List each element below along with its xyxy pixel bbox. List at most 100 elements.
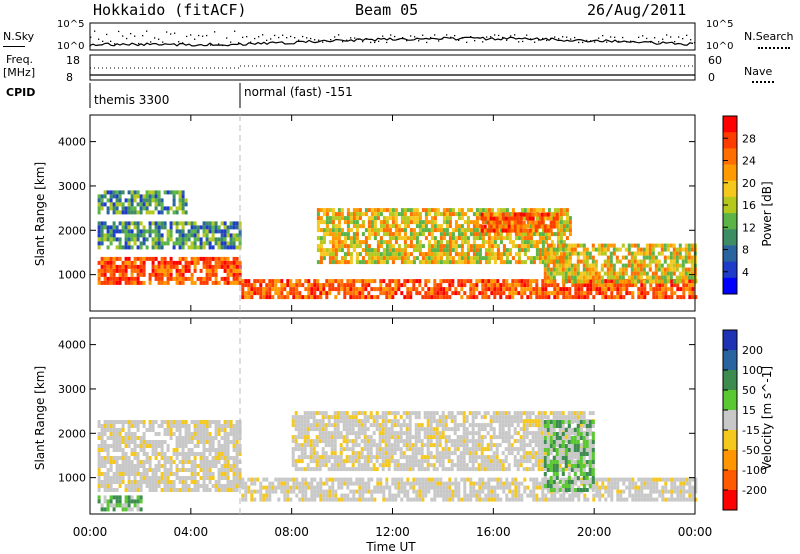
echo-cell <box>280 481 284 486</box>
echo-cell <box>226 448 230 452</box>
echo-cell <box>403 256 407 261</box>
echo-cell <box>469 295 473 300</box>
echo-cell <box>648 263 652 268</box>
echo-cell <box>376 228 380 233</box>
echo-cell <box>226 420 230 424</box>
echo-cell <box>676 493 680 498</box>
y-tick-label: 4000 <box>58 136 86 149</box>
echo-cell <box>457 216 461 221</box>
echo-cell <box>448 260 452 265</box>
echo-cell <box>205 221 209 226</box>
echo-cell <box>409 252 413 257</box>
echo-cell <box>402 455 406 460</box>
echo-cell <box>142 237 146 242</box>
echo-cell <box>190 256 194 261</box>
echo-cell <box>462 459 466 464</box>
echo-cell <box>367 236 371 241</box>
echo-cell <box>409 497 413 502</box>
echo-cell <box>121 464 125 468</box>
echo-cell <box>610 489 614 494</box>
echo-cell <box>349 212 353 217</box>
echo-cell <box>342 411 346 416</box>
echo-cell <box>558 259 562 264</box>
echo-cell <box>199 460 203 464</box>
echo-cell <box>430 236 434 241</box>
echo-cell <box>430 224 434 229</box>
echo-cell <box>157 233 161 238</box>
echo-cell <box>354 411 358 416</box>
echo-cell <box>517 256 521 261</box>
echo-cell <box>297 447 301 452</box>
echo-cell <box>97 464 101 468</box>
echo-cell <box>462 427 466 432</box>
echo-cell <box>372 439 376 444</box>
echo-cell <box>103 440 107 444</box>
echo-cell <box>481 485 485 490</box>
echo-cell <box>373 260 377 265</box>
echo-cell <box>259 485 263 490</box>
echo-cell <box>424 260 428 265</box>
echo-cell <box>103 268 107 273</box>
nsearch-point <box>222 44 224 47</box>
nsearch-point <box>614 36 616 38</box>
echo-cell <box>139 507 143 512</box>
echo-cell <box>541 477 545 482</box>
echo-cell <box>280 279 284 284</box>
echo-cell <box>336 459 340 464</box>
echo-cell <box>319 497 323 502</box>
echo-cell <box>106 448 110 452</box>
echo-cell <box>514 244 518 249</box>
echo-cell <box>163 272 167 277</box>
echo-cell <box>313 291 317 296</box>
echo-cell <box>639 259 643 264</box>
echo-cell <box>331 248 335 253</box>
echo-cell <box>166 233 170 238</box>
echo-cell <box>396 459 400 464</box>
echo-cell <box>318 431 322 436</box>
echo-cell <box>103 260 107 265</box>
echo-cell <box>163 428 167 432</box>
echo-cell <box>429 431 433 436</box>
echo-cell <box>465 431 469 436</box>
echo-cell <box>136 210 140 215</box>
echo-cell <box>333 423 337 428</box>
echo-cell <box>133 194 137 199</box>
echo-cell <box>468 447 472 452</box>
echo-cell <box>139 448 143 452</box>
echo-cell <box>178 256 182 261</box>
echo-cell <box>151 272 155 277</box>
echo-cell <box>502 283 506 288</box>
echo-cell <box>412 279 416 284</box>
echo-cell <box>199 436 203 440</box>
echo-cell <box>172 264 176 269</box>
echo-cell <box>436 212 440 217</box>
echo-cell <box>526 295 530 300</box>
echo-cell <box>124 276 128 281</box>
echo-cell <box>555 259 559 264</box>
echo-cell <box>208 264 212 269</box>
echo-cell <box>364 248 368 253</box>
echo-cell <box>163 280 167 285</box>
echo-cell <box>438 415 442 420</box>
echo-cell <box>160 420 164 424</box>
echo-cell <box>115 276 119 281</box>
echo-cell <box>364 295 368 300</box>
echo-cell <box>594 271 598 276</box>
echo-cell <box>448 224 452 229</box>
echo-cell <box>444 451 448 456</box>
echo-cell <box>502 208 506 213</box>
echo-cell <box>306 467 310 472</box>
nsearch-point <box>194 38 196 40</box>
echo-cell <box>241 485 245 490</box>
echo-cell <box>112 503 116 508</box>
echo-cell <box>160 464 164 468</box>
echo-cell <box>300 451 304 456</box>
echo-cell <box>139 256 143 261</box>
echo-cell <box>283 295 287 300</box>
echo-cell <box>544 236 548 241</box>
echo-cell <box>97 194 101 199</box>
echo-cell <box>154 221 158 226</box>
echo-cell <box>208 241 212 246</box>
echo-cell <box>130 424 134 428</box>
echo-cell <box>541 485 545 490</box>
